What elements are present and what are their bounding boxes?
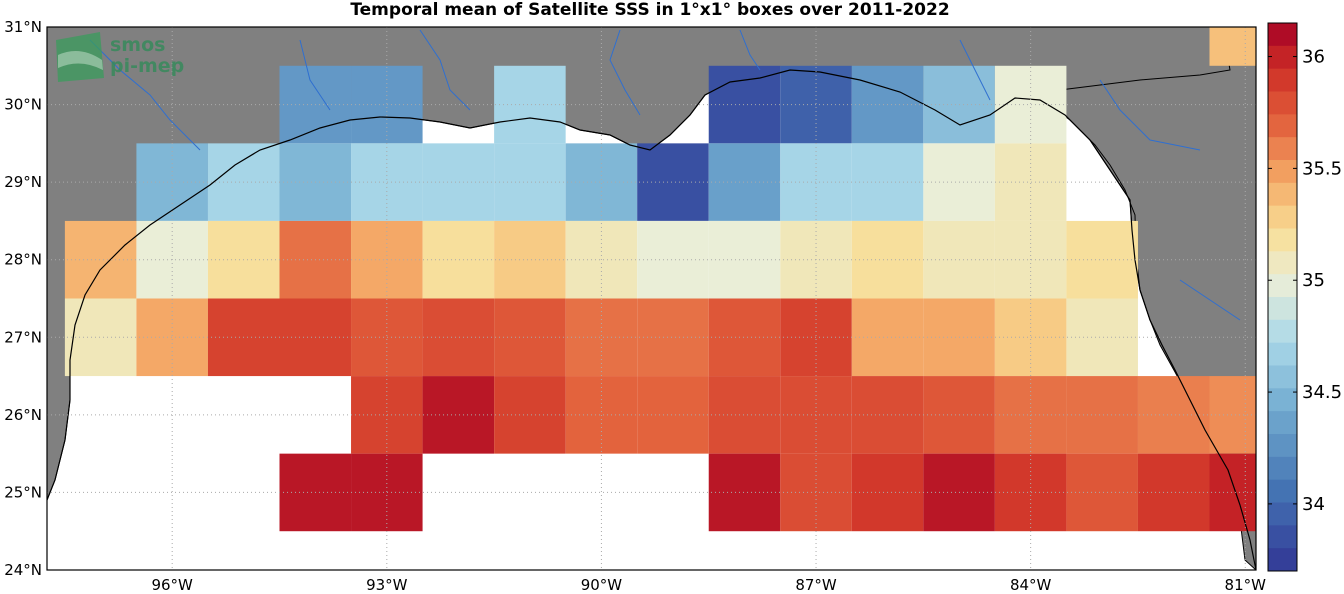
colorbar-segment [1268,297,1297,321]
lat-label: 25°N [4,483,42,501]
lat-label: 27°N [4,328,42,346]
logo-line2: pi-mep [110,55,184,77]
colorbar-segment [1268,137,1297,161]
lat-label: 28°N [4,251,42,269]
grid-cell [1066,298,1138,377]
colorbar-segment [1268,365,1297,389]
lon-label: 90°W [581,576,623,594]
logo-line1: smos [110,34,165,56]
grid-cell [351,453,423,532]
colorbar-tick-label: 34.5 [1302,382,1342,403]
grid-cell [494,298,566,377]
colorbar-segment [1268,502,1297,526]
colorbar-segment [1268,45,1297,70]
grid-cell [994,65,1067,144]
colorbar-tick-label: 36 [1302,47,1325,68]
colorbar-segment [1268,434,1297,458]
colorbar-tick-label: 34 [1302,494,1325,515]
lat-label: 30°N [4,96,42,114]
latitude-labels: 31°N 30°N 29°N 28°N 27°N 26°N 25°N 24°N [4,18,42,579]
grid-cell [1137,453,1210,532]
colorbar-segment [1268,319,1297,344]
grid-cell [708,143,781,221]
lon-label: 87°W [795,576,837,594]
grid-cell [637,220,709,299]
lat-label: 26°N [4,406,42,424]
grid-cell [351,65,423,144]
colorbar-segment [1268,548,1297,572]
colorbar-tick-label: 35.5 [1302,158,1342,179]
colorbar-segment [1268,182,1297,207]
colorbar-segment [1268,274,1297,298]
graticule [47,27,1256,570]
grid-cell [494,376,566,454]
grid-cell [64,298,137,377]
grid-cell [637,143,709,221]
colorbar-segment [1268,411,1297,435]
colorbar-frame [1267,22,1298,572]
lat-label: 31°N [4,18,42,36]
lon-label: 81°W [1225,576,1267,594]
grid-cell [1209,453,1256,532]
lat-label: 24°N [4,561,42,579]
colorbar-segment [1268,525,1297,549]
lat-label: 29°N [4,173,42,191]
grid-cell [565,376,638,454]
grid-cell [637,376,709,454]
colorbar-segment [1268,388,1297,412]
grid-cell [1137,376,1210,454]
grid-cell [994,376,1067,454]
colorbar-segment [1268,91,1297,115]
colorbar-segment [1268,251,1297,275]
rivers [89,29,1241,321]
grid-cell [994,453,1067,532]
lon-label: 96°W [151,576,193,594]
grid-cell [1209,27,1256,66]
grid-cell [708,376,781,454]
colorbar-segment [1268,68,1297,92]
grid-cell [494,143,566,221]
lon-label: 93°W [366,576,408,594]
grid-cell [422,376,495,454]
colorbar-ticks: 36 35.5 35 34.5 34 [1268,47,1342,515]
grid-cell [565,298,638,377]
grid-cell [1066,453,1138,532]
grid-cell [708,298,781,377]
grid-cell [708,65,781,144]
grid-cell [1209,376,1256,454]
grid-cell [1066,376,1138,454]
colorbar-segment [1268,160,1297,184]
grid-cell [708,220,781,299]
grid-cell [422,298,495,377]
grid-cell [708,453,781,532]
grid-cell [64,220,137,299]
colorbar-segment [1268,456,1297,481]
chart-title: Temporal mean of Satellite SSS in 1°x1° … [350,0,950,20]
colorbar-segment [1268,342,1297,366]
grid-cell [351,376,423,454]
colorbar-segment [1268,23,1297,47]
grid-cell [494,220,566,299]
grid-cell [422,220,495,299]
map-frame [46,26,1257,571]
lon-label: 84°W [1010,576,1052,594]
longitude-labels: 96°W 93°W 90°W 87°W 84°W 81°W [151,576,1266,594]
colorbar-segment [1268,479,1297,503]
colorbar-segment [1268,205,1297,229]
colorbar-tick-label: 35 [1302,270,1325,291]
grid-cell [637,298,709,377]
colorbar [1268,23,1297,572]
colorbar-segment [1268,114,1297,138]
grid-cell [565,143,638,221]
grid-cell [494,65,566,144]
colorbar-segment [1268,228,1297,252]
grid-cell [1066,220,1138,299]
smos-pimep-logo: smos pi-mep [56,32,184,82]
coastline [47,69,1256,570]
grid-cell [422,143,495,221]
